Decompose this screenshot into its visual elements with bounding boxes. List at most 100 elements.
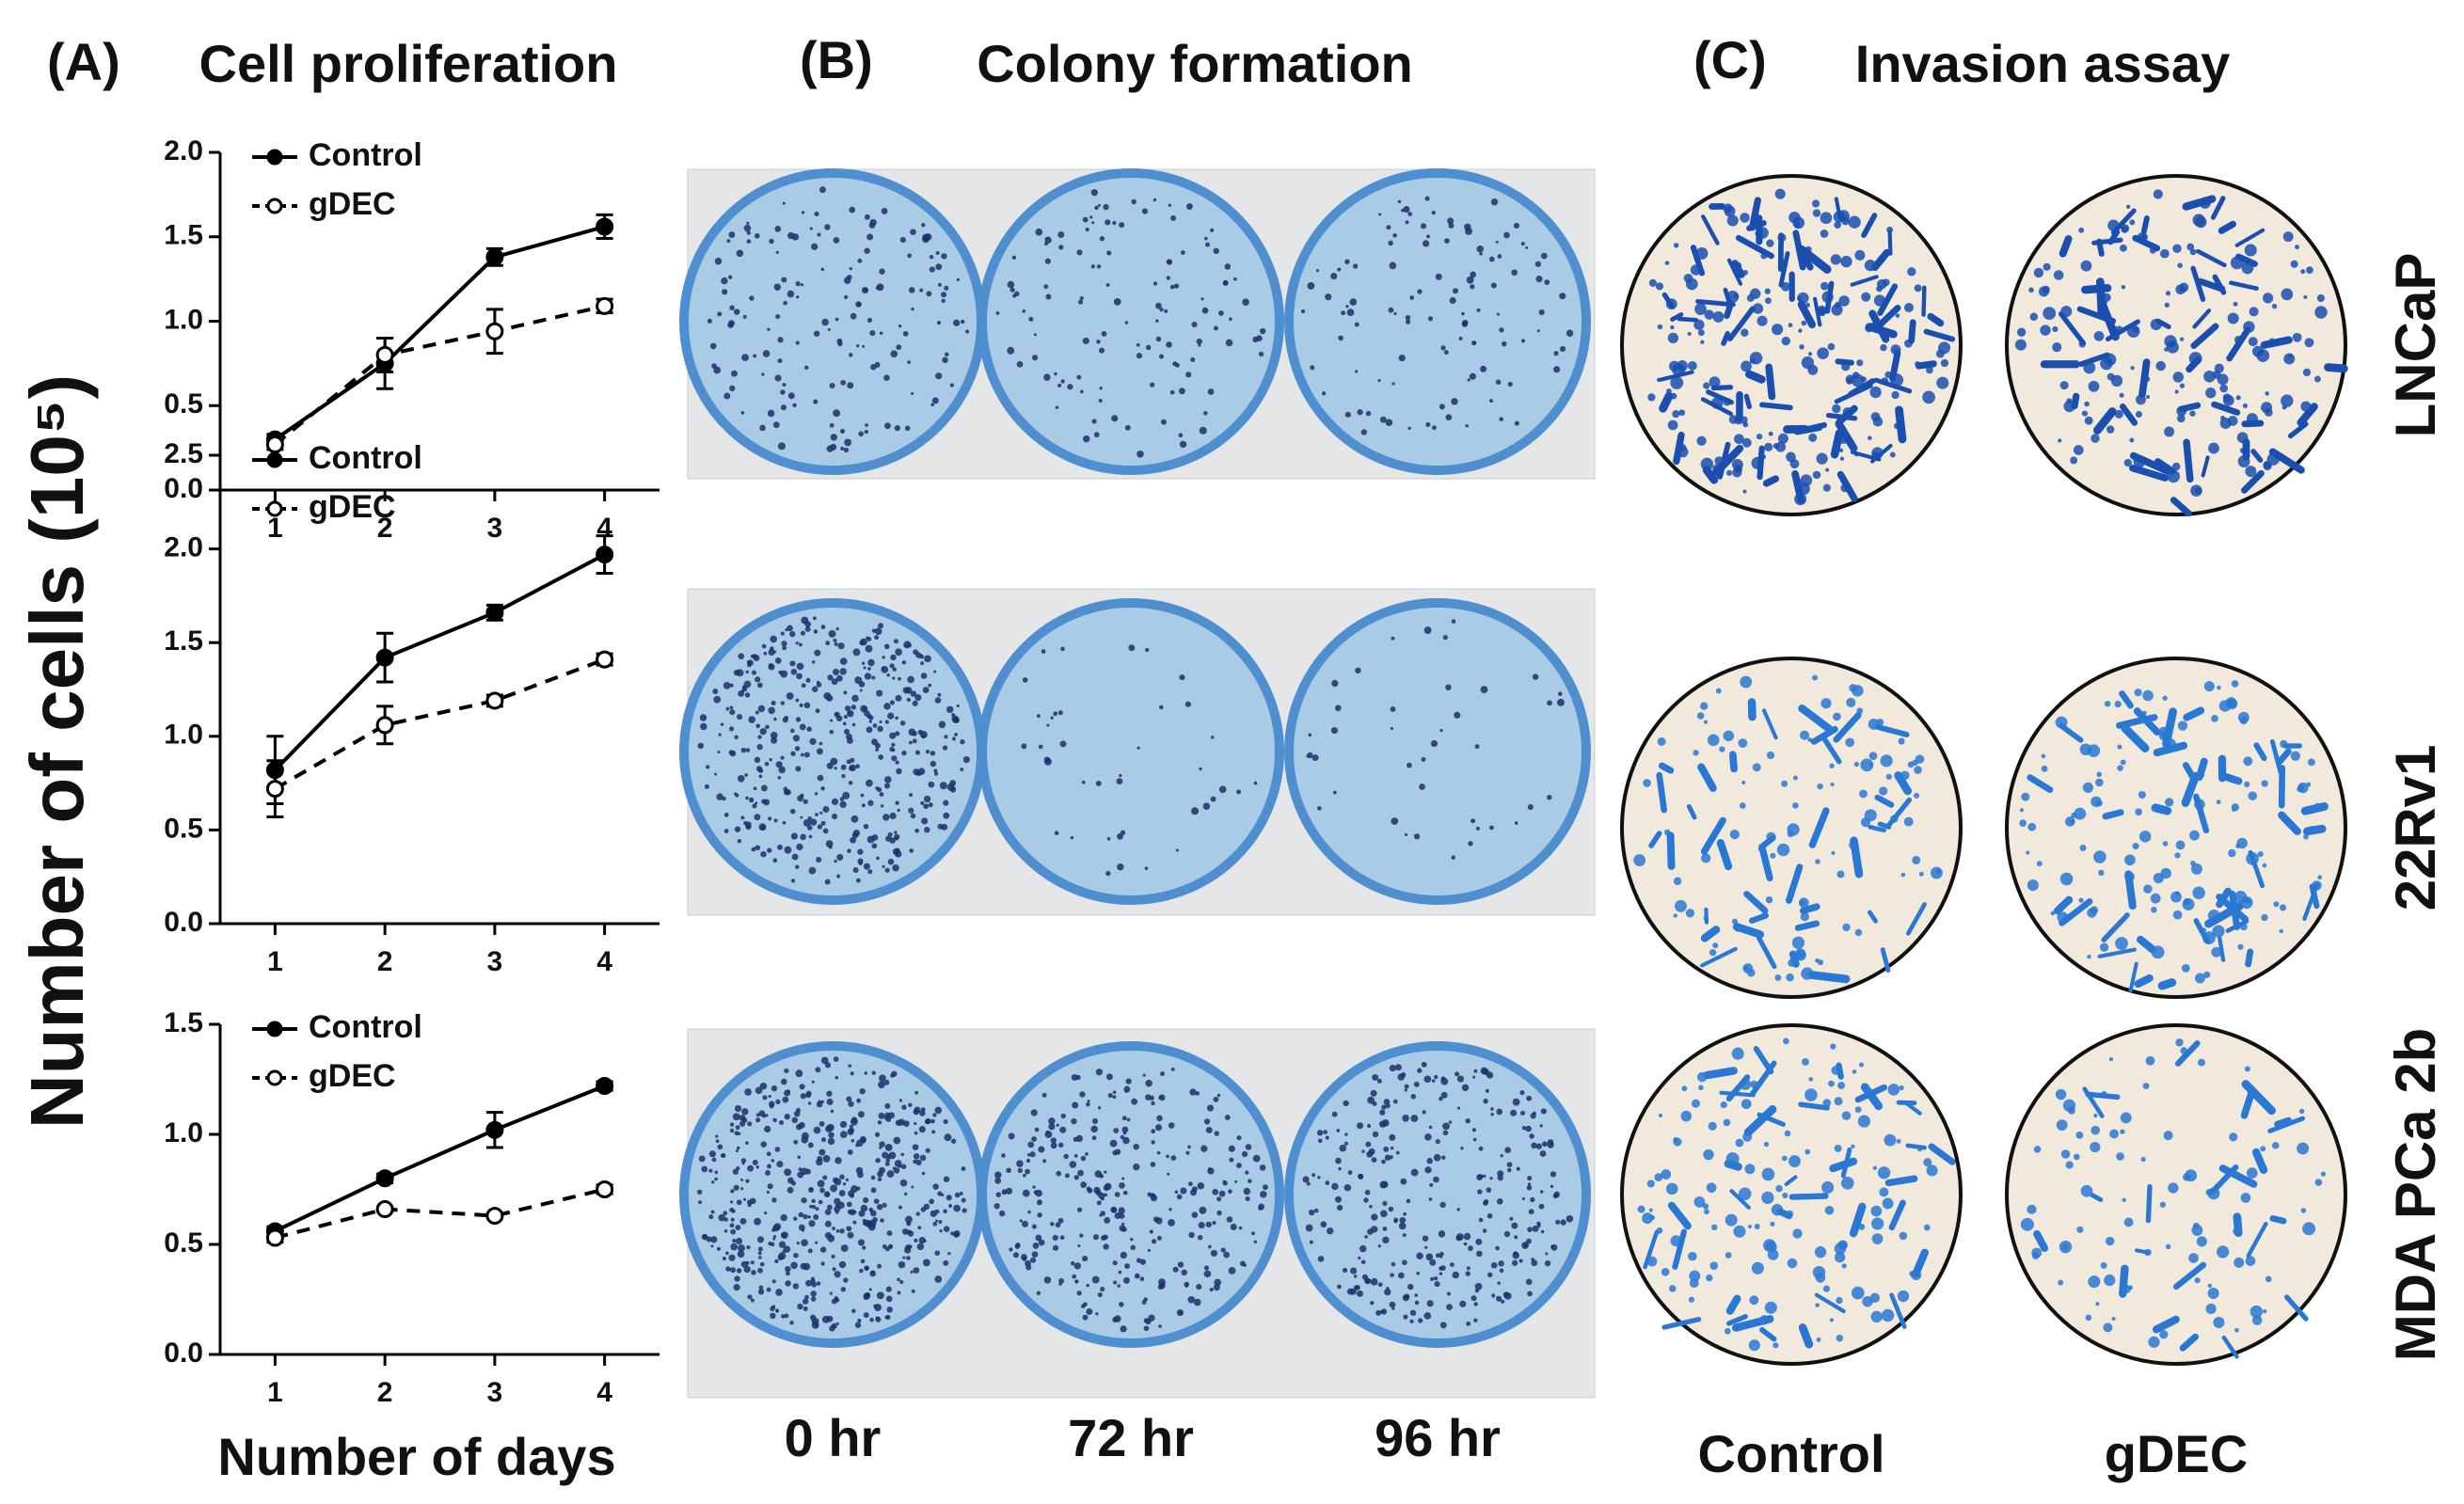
- cell: [2105, 319, 2140, 341]
- colony: [1846, 697, 1856, 708]
- colony: [1097, 203, 1102, 207]
- cell: [2170, 497, 2192, 517]
- colony: [1424, 1133, 1432, 1141]
- colony: [2124, 854, 2136, 866]
- colony: [1087, 1100, 1090, 1103]
- colony: [1120, 1325, 1127, 1333]
- colony: [834, 859, 837, 863]
- colony: [2207, 909, 2220, 922]
- colony: [879, 720, 882, 724]
- colony: [1355, 1284, 1360, 1290]
- colony: [2103, 300, 2107, 305]
- colony: [904, 1215, 913, 1224]
- colony: [1204, 236, 1208, 241]
- colony: [882, 814, 890, 821]
- colony: [1057, 710, 1063, 716]
- y-axis-label: Number of cells (10⁵): [15, 374, 99, 1129]
- colony: [1693, 750, 1699, 756]
- colony: [1424, 1166, 1432, 1174]
- colony: [1413, 833, 1421, 840]
- colony: [761, 643, 767, 649]
- cell: [1697, 763, 1717, 792]
- colony: [756, 744, 763, 751]
- colony: [1391, 382, 1395, 386]
- colony: [1518, 1259, 1523, 1263]
- colony: [871, 628, 877, 633]
- colony: [808, 866, 817, 875]
- colony: [785, 1280, 791, 1287]
- colony: [883, 703, 891, 710]
- colony: [735, 793, 739, 798]
- colony: [1521, 1125, 1527, 1131]
- colony: [1726, 290, 1740, 303]
- colony: [710, 1244, 714, 1248]
- data-point: [375, 1200, 394, 1219]
- colony: [1926, 366, 1933, 374]
- colony: [800, 1093, 806, 1100]
- colony: [1100, 1211, 1106, 1216]
- colony: [2190, 860, 2196, 866]
- colony: [1380, 1210, 1388, 1218]
- colony: [2177, 262, 2183, 268]
- colony: [1895, 313, 1900, 318]
- colony: [1876, 719, 1884, 726]
- colony: [1439, 404, 1445, 410]
- colony: [1414, 1300, 1420, 1306]
- colony: [895, 760, 899, 765]
- colony: [812, 686, 819, 692]
- colony: [1091, 1117, 1099, 1124]
- y-tick-label: 1.5: [164, 220, 203, 251]
- colony: [2212, 925, 2225, 938]
- cell: [1744, 370, 1766, 384]
- colony: [895, 716, 898, 720]
- colony: [2033, 267, 2044, 278]
- colony: [2153, 189, 2163, 199]
- cell: [1835, 358, 1854, 366]
- cell: [2155, 318, 2171, 330]
- colony: [1081, 1255, 1089, 1262]
- colony: [1153, 198, 1157, 202]
- colony: [809, 227, 813, 230]
- colony: [1723, 397, 1731, 406]
- colony: [2116, 1152, 2124, 1161]
- colony: [790, 879, 796, 883]
- colony: [1931, 866, 1943, 879]
- colony: [908, 1102, 913, 1108]
- colony: [1839, 456, 1845, 461]
- colony: [907, 360, 911, 364]
- colony: [1096, 1200, 1102, 1206]
- colony: [785, 1265, 791, 1273]
- cell: [2096, 277, 2106, 319]
- colony: [880, 1218, 884, 1223]
- colony: [901, 1104, 907, 1110]
- colony: [954, 1192, 961, 1198]
- colony: [1191, 1211, 1199, 1218]
- colony: [1117, 1284, 1121, 1288]
- colony: [897, 1290, 901, 1295]
- colony: [2129, 437, 2135, 443]
- colony: [2261, 913, 2268, 922]
- colony: [752, 803, 757, 809]
- colony: [933, 670, 937, 673]
- colony: [1497, 254, 1502, 259]
- cell: [1658, 370, 1694, 382]
- colony: [760, 850, 767, 858]
- colony: [1391, 636, 1395, 641]
- cell: [1908, 319, 1916, 344]
- colony: [2144, 375, 2151, 383]
- colony: [755, 710, 759, 715]
- colony: [1764, 442, 1773, 451]
- colony: [1527, 1227, 1533, 1232]
- colony: [2041, 753, 2046, 759]
- colony: [1199, 767, 1202, 771]
- colony: [797, 795, 804, 802]
- colony: [2052, 342, 2062, 353]
- colony: [1547, 794, 1552, 800]
- colony: [1321, 391, 1327, 396]
- colony: [1228, 1189, 1232, 1195]
- colony: [1365, 1141, 1372, 1148]
- colony: [824, 224, 831, 230]
- colony: [1696, 435, 1707, 446]
- colony: [787, 290, 795, 298]
- colony: [1426, 1158, 1433, 1164]
